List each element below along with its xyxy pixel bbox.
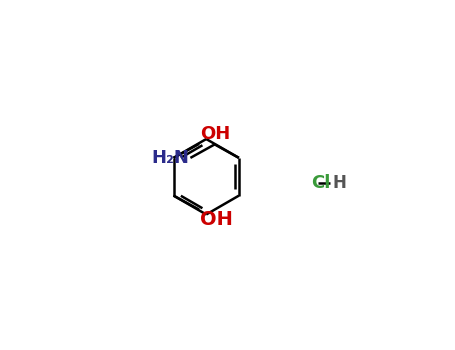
Text: H: H [333, 175, 347, 193]
Text: Cl: Cl [311, 175, 331, 193]
Text: H₂N: H₂N [151, 149, 189, 167]
Text: OH: OH [200, 210, 233, 230]
Text: OH: OH [200, 125, 230, 143]
